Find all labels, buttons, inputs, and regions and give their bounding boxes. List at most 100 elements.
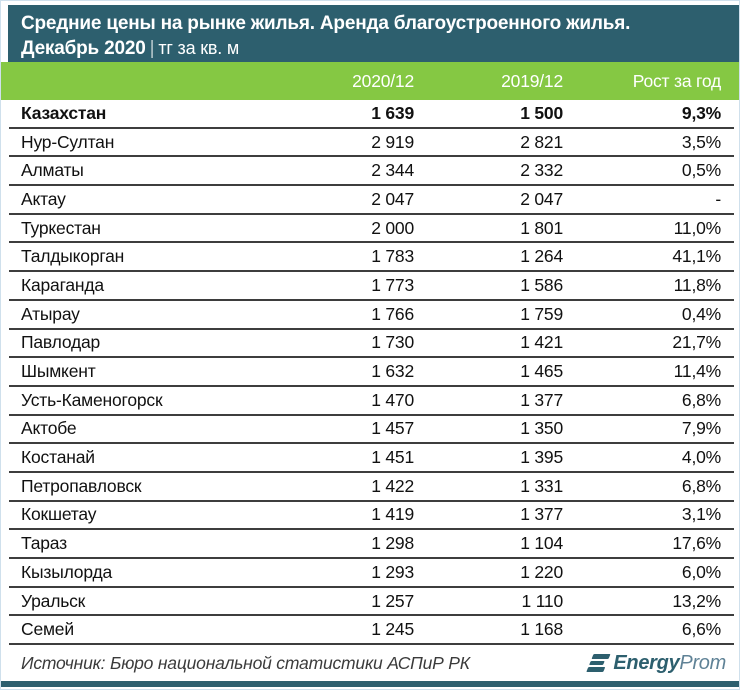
subtitle-separator: | [149,38,155,59]
growth-value: 21,7% [672,332,721,353]
growth-value: 6,8% [681,389,721,410]
column-header-growth: Рост за год [632,70,721,91]
energyprom-logo: EnergyProm [586,651,726,675]
region-name: Костанай [21,447,95,468]
region-name: Алматы [21,160,84,181]
table-row: Шымкент 1 632 1 465 11,4% [9,358,734,387]
table-row: Петропавловск 1 422 1 331 6,8% [9,473,734,502]
region-name: Атырау [21,303,80,324]
price-2020: 1 773 [371,274,414,295]
source-note: Источник: Бюро национальной статистики А… [21,652,470,673]
region-name: Нур-Султан [21,131,115,152]
price-2019: 1 801 [520,217,563,238]
page-subtitle: Декабрь 2020 | тг за кв. м [21,36,729,61]
price-2019: 1 110 [521,590,564,611]
price-2020: 1 632 [371,361,414,382]
price-2020: 1 457 [371,418,414,439]
table-body: Казахстан 1 639 1 500 9,3% Нур-Султан 2 … [9,100,734,646]
footer: Источник: Бюро национальной статистики А… [1,645,739,681]
growth-value: - [715,188,721,209]
growth-value: 6,0% [681,561,721,582]
page-title: Средние цены на рынке жилья. Аренда благ… [21,13,631,34]
price-2019: 1 331 [520,475,563,496]
price-2019: 2 047 [520,188,563,209]
price-2019: 1 395 [520,447,563,468]
price-2020: 1 451 [371,447,414,468]
price-2019: 1 421 [520,332,563,353]
table-row: Усть-Каменогорск 1 470 1 377 6,8% [9,387,734,416]
price-2019: 1 759 [520,303,563,324]
price-2019: 1 377 [520,504,563,525]
growth-value: 41,1% [672,246,721,267]
growth-value: 0,5% [681,160,721,181]
region-name: Шымкент [21,361,96,382]
growth-value: 17,6% [672,533,721,554]
title-block: Средние цены на рынке жилья. Аренда благ… [8,5,739,62]
growth-value: 0,4% [681,303,721,324]
growth-value: 11,0% [673,217,722,238]
price-2019: 1 104 [520,533,563,554]
price-2020: 1 298 [371,533,414,554]
table-row: Казахстан 1 639 1 500 9,3% [9,100,734,129]
table-row: Актобе 1 457 1 350 7,9% [9,416,734,445]
price-2020: 1 293 [371,561,414,582]
price-2020: 1 419 [371,504,414,525]
growth-value: 11,4% [673,361,722,382]
price-2020: 1 730 [371,332,414,353]
growth-value: 3,1% [681,504,721,525]
region-name: Казахстан [21,102,107,123]
region-name: Кокшетау [21,504,97,525]
table-row: Кызылорда 1 293 1 220 6,0% [9,559,734,588]
growth-value: 6,8% [681,475,721,496]
table-row: Уральск 1 257 1 110 13,2% [9,588,734,617]
table-row: Нур-Султан 2 919 2 821 3,5% [9,129,734,158]
price-2020: 1 257 [371,590,414,611]
table-row: Талдыкорган 1 783 1 264 41,1% [9,243,734,273]
price-2019: 1 168 [520,619,563,640]
price-2020: 2 047 [371,188,414,209]
region-name: Туркестан [21,217,101,238]
price-2020: 1 766 [371,303,414,324]
bottom-accent-bar [1,681,739,687]
price-2019: 1 377 [520,389,563,410]
table-row: Туркестан 2 000 1 801 11,0% [9,215,734,244]
table-row: Алматы 2 344 2 332 0,5% [9,157,734,187]
price-2019: 1 350 [520,418,563,439]
price-2019: 2 821 [520,131,563,152]
region-name: Талдыкорган [21,246,125,267]
growth-value: 11,8% [673,274,722,295]
region-name: Павлодар [21,332,101,353]
unit-label: тг за кв. м [158,38,240,58]
price-2020: 2 344 [371,160,414,181]
table-row: Тараз 1 298 1 104 17,6% [9,530,734,559]
region-name: Актау [21,188,66,209]
table-row: Семей 1 245 1 168 6,6% [9,616,734,646]
table-row: Павлодар 1 730 1 421 21,7% [9,330,734,359]
price-2019: 1 264 [520,246,563,267]
price-2020: 2 000 [371,217,414,238]
region-name: Семей [21,619,74,640]
energyprom-wordmark: EnergyProm [613,651,726,674]
price-2019: 2 332 [520,160,563,181]
price-2020: 2 919 [371,131,414,152]
table-row: Караганда 1 773 1 586 11,8% [9,272,734,301]
price-2019: 1 586 [520,274,563,295]
price-2019: 1 220 [520,561,563,582]
price-2020: 1 470 [371,389,414,410]
price-2020: 1 783 [371,246,414,267]
table-row: Костанай 1 451 1 395 4,0% [9,444,734,473]
column-header-2020: 2020/12 [352,70,414,91]
table-row: Актау 2 047 2 047 - [9,186,734,215]
region-name: Усть-Каменогорск [21,389,163,410]
table-row: Кокшетау 1 419 1 377 3,1% [9,502,734,531]
region-name: Актобе [21,418,77,439]
period-label: Декабрь 2020 [21,38,146,59]
region-name: Петропавловск [21,475,142,496]
region-name: Караганда [21,274,104,295]
growth-value: 9,3% [681,102,721,123]
growth-value: 4,0% [681,447,721,468]
price-2019: 1 465 [520,361,563,382]
growth-value: 7,9% [681,418,721,439]
price-2020: 1 245 [371,619,414,640]
